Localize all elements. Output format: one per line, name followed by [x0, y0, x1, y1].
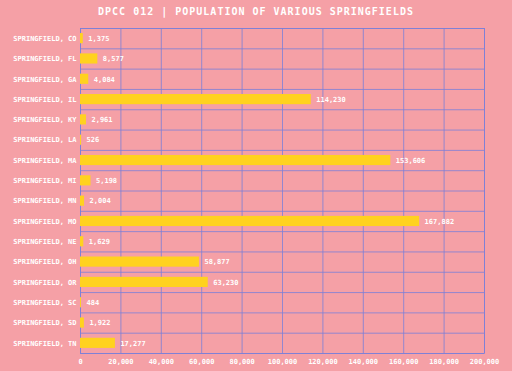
svg-text:58,877: 58,877 [204, 258, 229, 266]
svg-text:180,000: 180,000 [429, 358, 459, 366]
svg-text:2,961: 2,961 [91, 116, 112, 124]
svg-text:153,606: 153,606 [396, 157, 426, 165]
svg-text:526: 526 [87, 136, 100, 144]
svg-text:SPRINGFIELD, GA: SPRINGFIELD, GA [13, 76, 77, 84]
svg-text:17,277: 17,277 [120, 340, 145, 348]
svg-text:SPRINGFIELD, CO: SPRINGFIELD, CO [13, 35, 76, 43]
svg-text:5,198: 5,198 [96, 177, 117, 185]
svg-text:SPRINGFIELD, NE: SPRINGFIELD, NE [13, 238, 76, 246]
svg-text:160,000: 160,000 [389, 358, 419, 366]
svg-text:100,000: 100,000 [268, 358, 298, 366]
svg-text:40,000: 40,000 [149, 358, 174, 366]
svg-text:2,004: 2,004 [90, 197, 111, 205]
svg-text:SPRINGFIELD, TN: SPRINGFIELD, TN [13, 340, 76, 348]
svg-text:167,882: 167,882 [425, 218, 455, 226]
svg-text:0: 0 [78, 358, 82, 366]
svg-text:80,000: 80,000 [229, 358, 254, 366]
svg-text:4,084: 4,084 [94, 76, 115, 84]
svg-text:63,230: 63,230 [213, 279, 238, 287]
svg-text:8,577: 8,577 [103, 55, 124, 63]
html-text:DPCC 012 | POPULATION OF VARIO: DPCC 012 | POPULATION OF VARIOUS SPRINGF… [98, 6, 414, 17]
svg-text:1,629: 1,629 [89, 238, 110, 246]
svg-text:114,230: 114,230 [316, 96, 346, 104]
svg-text:SPRINGFIELD, OH: SPRINGFIELD, OH [13, 258, 76, 266]
svg-text:60,000: 60,000 [189, 358, 214, 366]
svg-text:200,000: 200,000 [470, 358, 500, 366]
svg-text:SPRINGFIELD, KY: SPRINGFIELD, KY [13, 116, 77, 124]
svg-text:SPRINGFIELD, FL: SPRINGFIELD, FL [13, 55, 76, 63]
svg-text:20,000: 20,000 [108, 358, 133, 366]
svg-text:SPRINGFIELD, MA: SPRINGFIELD, MA [13, 157, 77, 165]
svg-text:SPRINGFIELD, IL: SPRINGFIELD, IL [13, 96, 76, 104]
svg-text:SPRINGFIELD, MI: SPRINGFIELD, MI [13, 177, 76, 185]
svg-text:SPRINGFIELD, SC: SPRINGFIELD, SC [13, 299, 76, 307]
svg-text:140,000: 140,000 [349, 358, 379, 366]
svg-text:120,000: 120,000 [308, 358, 338, 366]
svg-text:1,922: 1,922 [89, 319, 110, 327]
svg-text:SPRINGFIELD, MN: SPRINGFIELD, MN [13, 197, 76, 205]
svg-text:SPRINGFIELD, OR: SPRINGFIELD, OR [13, 279, 77, 287]
svg-text:SPRINGFIELD, SD: SPRINGFIELD, SD [13, 319, 76, 327]
svg-text:484: 484 [86, 299, 99, 307]
svg-text:1,375: 1,375 [88, 35, 109, 43]
svg-text:SPRINGFIELD, MO: SPRINGFIELD, MO [13, 218, 76, 226]
svg-text:SPRINGFIELD, LA: SPRINGFIELD, LA [13, 136, 77, 144]
